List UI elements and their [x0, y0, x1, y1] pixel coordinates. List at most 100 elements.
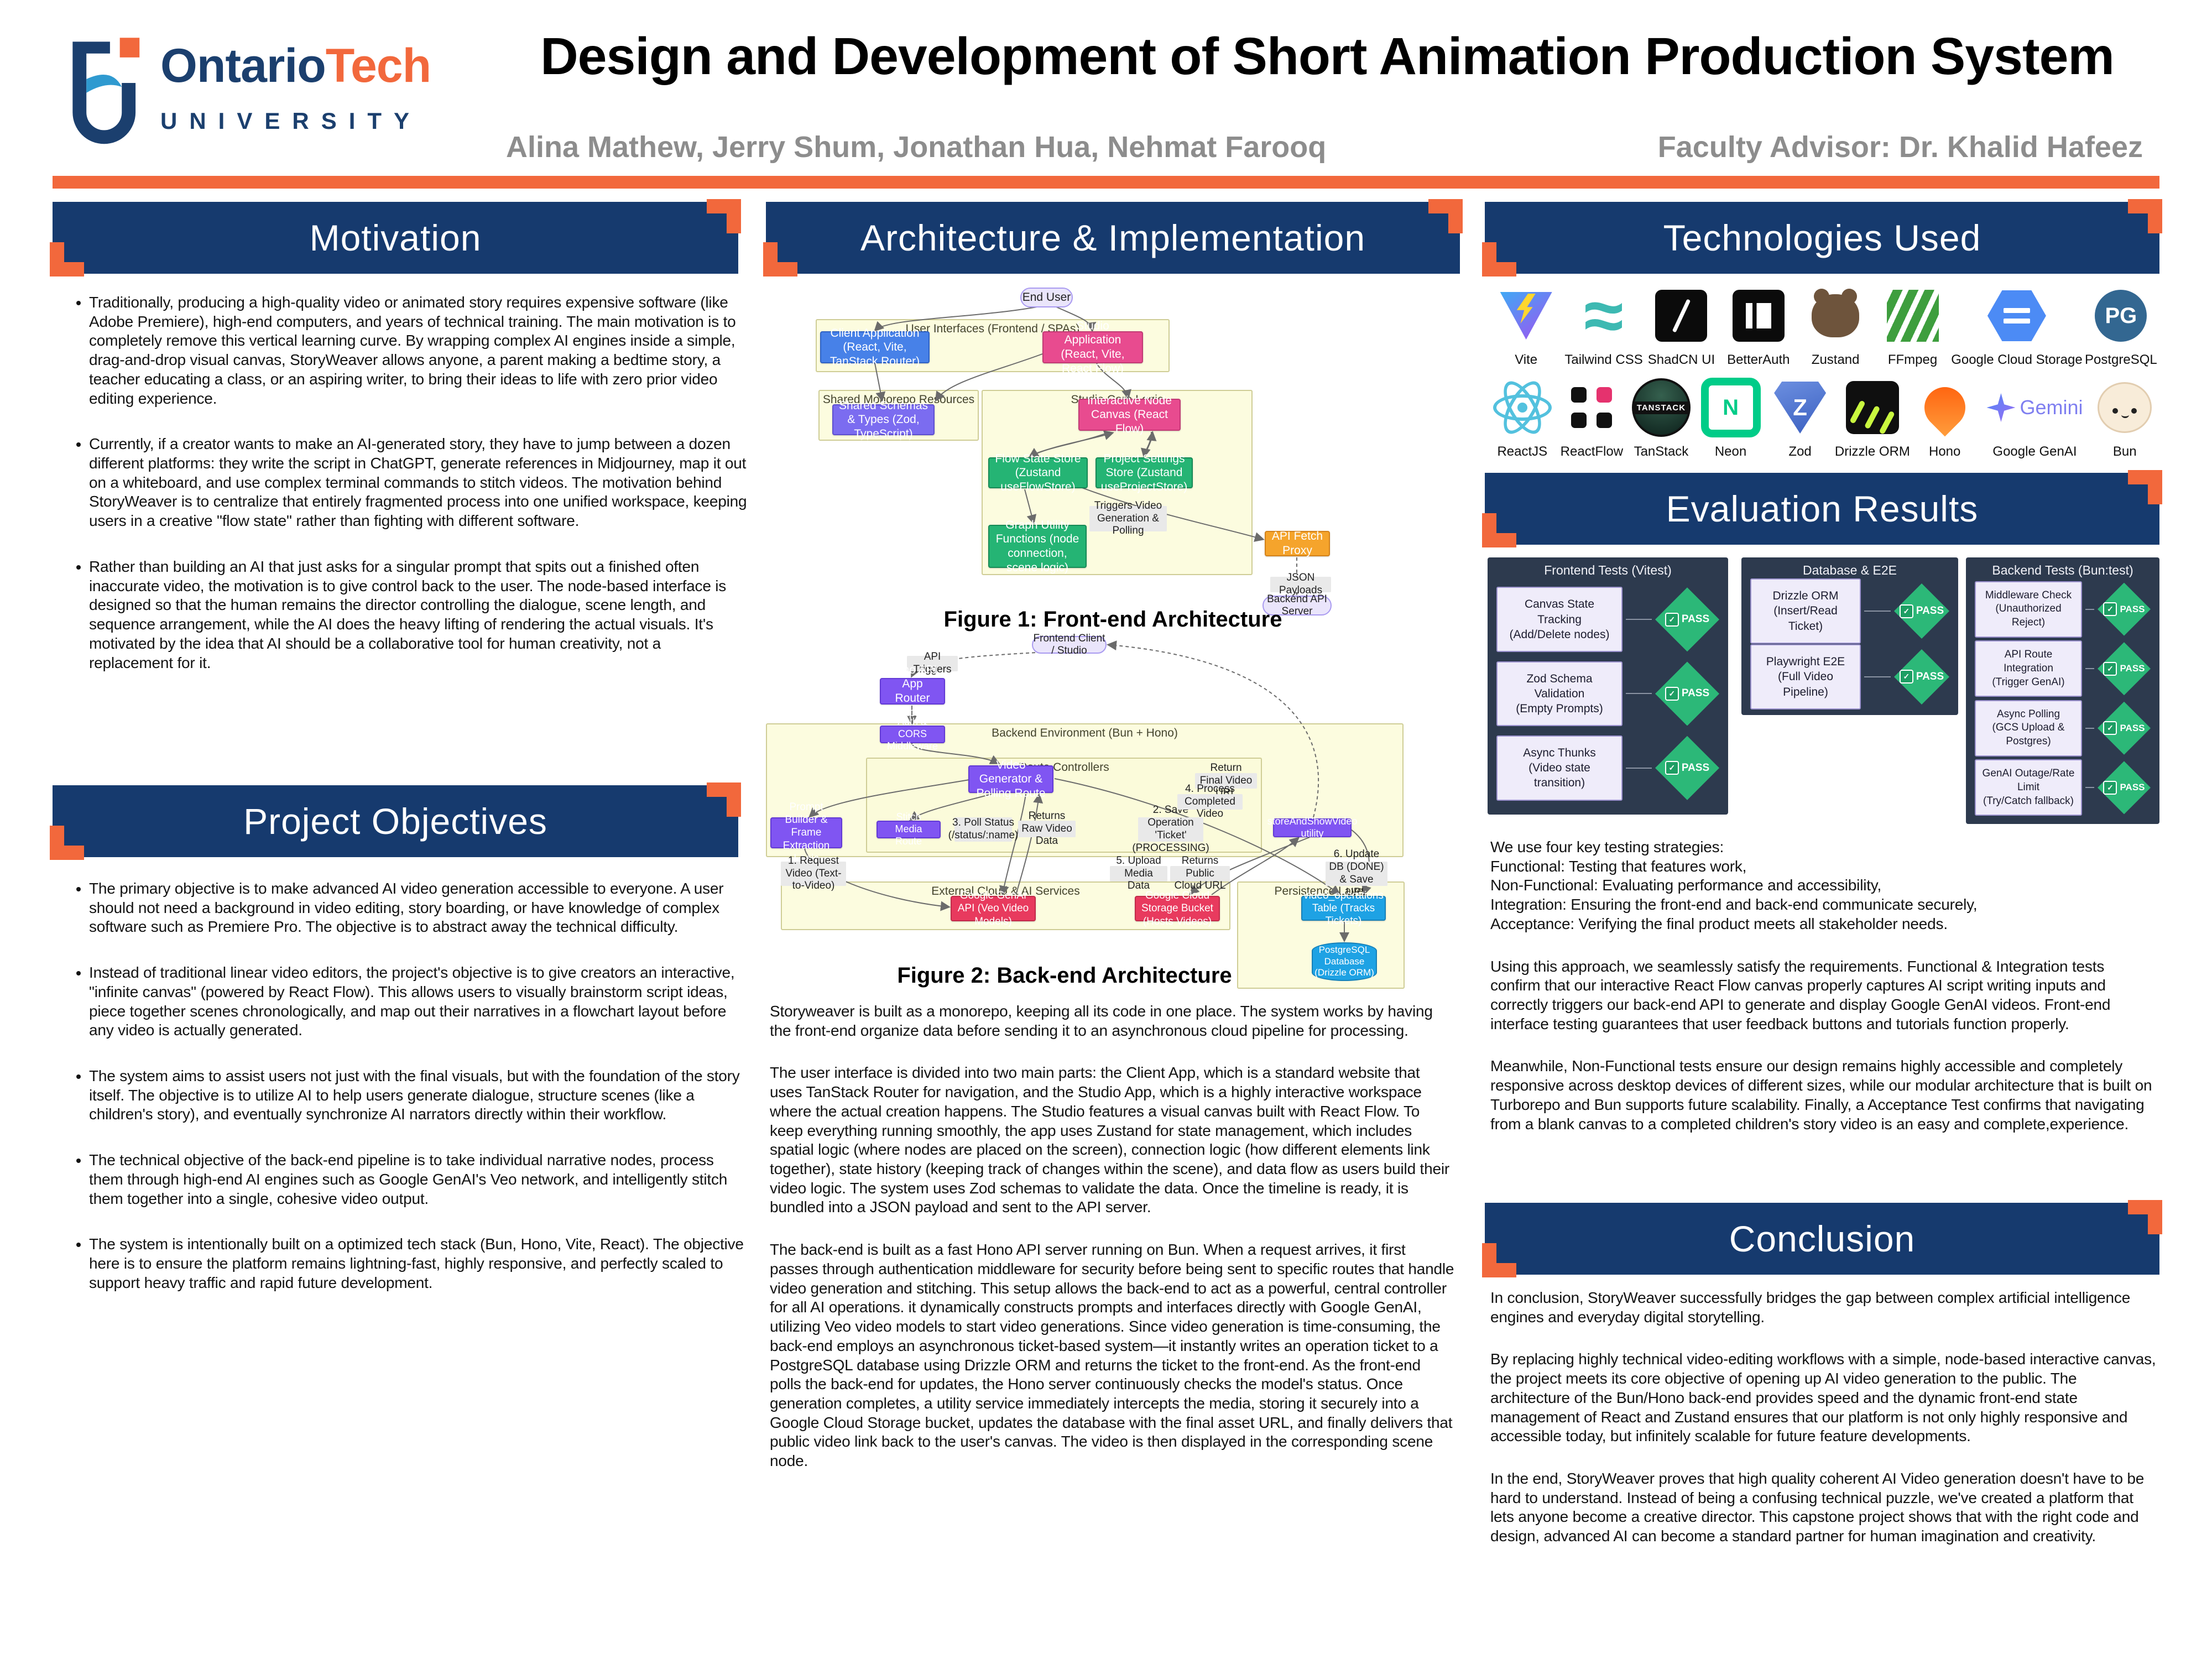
fig2-frontend-client: Frontend Client / Studio	[1032, 633, 1107, 656]
bullet-item: Rather than building an AI that just ask…	[89, 557, 747, 672]
tech-item-shadcn: ShadCN UI	[1643, 285, 1720, 368]
paragraph: In conclusion, StoryWeaver successfully …	[1490, 1289, 2131, 1326]
check-icon: ✓	[2103, 661, 2117, 676]
figure-2-backend-architecture: Backend Environment (Bun + Hono) Route C…	[766, 633, 1460, 992]
paragraph: Meanwhile, Non-Functional tests ensure o…	[1490, 1057, 2152, 1133]
tech-label: ReactFlow	[1560, 444, 1624, 459]
fig2-postgresql: PostgreSQL Database (Drizzle ORM)	[1312, 942, 1377, 981]
pass-badge: ✓ PASS	[2098, 701, 2151, 755]
paragraph: In the end, StoryWeaver proves that high…	[1490, 1470, 2145, 1545]
test-detail: (GCS Upload & Postgres)	[1992, 722, 2065, 748]
check-icon: ✓	[1899, 604, 1913, 618]
architecture-title: Architecture & Implementation	[860, 217, 1366, 258]
fig2-backend-env-label: Backend Environment (Bun + Hono)	[992, 727, 1178, 739]
bullet-item: The technical objective of the back-end …	[89, 1151, 747, 1208]
architecture-header: Architecture & Implementation	[766, 202, 1460, 274]
fig1-shared-schemas: Shared Schemas & Types (Zod, TypeScript)	[832, 399, 935, 440]
tech-item-tailwind: ≈ Tailwind CSS	[1564, 275, 1642, 368]
fig1-backend-api: Backend API Server	[1262, 593, 1332, 617]
fig2-returns-public: Returns Public Cloud URL	[1170, 855, 1230, 891]
test-name: Playwright E2E	[1766, 655, 1845, 669]
eval-panel-database: Database & E2E Drizzle ORM (Insert/Read T…	[1741, 557, 1958, 715]
evaluation-header: Evaluation Results	[1485, 473, 2159, 545]
strategy-line: We use four key testing strategies:	[1490, 838, 1724, 855]
tech-item-postgresql: PostgreSQL	[2083, 285, 2159, 368]
fig2-hono-router: Hono API App Router (/api/*)	[880, 664, 945, 719]
strategy-line: Integration: Ensuring the front-end and …	[1490, 896, 1978, 914]
conclusion-text: In conclusion, StoryWeaver successfully …	[1490, 1288, 2157, 1569]
tanstack-icon: TANSTACK	[1630, 377, 1692, 439]
bun-icon	[2094, 377, 2156, 439]
tech-label: ReactJS	[1497, 444, 1548, 459]
tech-item-gcs: Google Cloud Storage	[1951, 285, 2083, 368]
test-detail: (Add/Delete nodes)	[1509, 628, 1610, 641]
divider-rule	[53, 176, 2159, 189]
tech-label: FFmpeg	[1887, 352, 1938, 367]
hono-flame-icon	[1914, 377, 1976, 439]
strategy-line: Functional: Testing that features work,	[1490, 857, 1747, 875]
fig2-process-completed: 4. Process Completed Video	[1177, 783, 1243, 820]
bullet-item: The system is intentionally built on a o…	[89, 1235, 747, 1292]
tech-item-ffmpeg: FFmpeg	[1874, 285, 1951, 368]
tech-item-reactflow: ReactFlow	[1557, 377, 1627, 460]
test-name: Zod Schema Validation	[1526, 672, 1593, 700]
logo-secondary: Tech	[325, 39, 431, 92]
evaluation-figure: Frontend Tests (Vitest) Canvas State Tra…	[1488, 553, 2159, 830]
fig1-flow-store: Flow State Store (Zustand useFlowStore)	[988, 452, 1088, 493]
faculty-advisor: Faculty Advisor: Dr. Khalid Hafeez	[1657, 131, 2143, 164]
zod-icon	[1769, 377, 1831, 439]
figure-2-caption: Figure 2: Back-end Architecture	[897, 963, 1232, 988]
tech-item-zustand: Zustand	[1797, 285, 1874, 368]
bullet-item: The primary objective is to make advance…	[89, 879, 747, 937]
eval-test-row: Async Thunks (Video state transition) ✓ PAS…	[1496, 735, 1719, 801]
eval-test-row: Playwright E2E (Full Video Pipeline) ✓ PASS	[1750, 644, 1949, 709]
pass-label: PASS	[1681, 613, 1710, 625]
figure-1-caption: Figure 1: Front-end Architecture	[943, 607, 1282, 632]
evaluation-title: Evaluation Results	[1666, 488, 1979, 529]
logo-text: OntarioTech UNIVERSITY	[160, 39, 431, 134]
fig2-video-generator: Video Generator & Polling Route	[968, 759, 1053, 800]
pass-badge: ✓ PASS	[1894, 583, 1949, 639]
pass-label: PASS	[2120, 782, 2145, 793]
tailwind-icon: ≈	[1584, 275, 1624, 356]
paragraph: By replacing highly technical video-edit…	[1490, 1350, 2156, 1445]
eval-test-row: Drizzle ORM (Insert/Read Ticket) ✓ PASS	[1750, 578, 1949, 644]
eval-test-row: Zod Schema Validation (Empty Prompts) ✓ PAS…	[1496, 661, 1719, 727]
pass-label: PASS	[2120, 663, 2145, 674]
eval-panel-backend: Backend Tests (Bun:test) Middleware Chec…	[1966, 557, 2159, 824]
test-name: Middleware Check	[1985, 589, 2072, 601]
pass-label: PASS	[1681, 687, 1710, 700]
test-name: Drizzle ORM	[1772, 589, 1839, 603]
eval-test-row: Async Polling (GCS Upload & Postgres) ✓ PAS…	[1975, 700, 2151, 757]
fig2-request-video: 1. Request Video (Text-to-Video)	[781, 855, 846, 891]
conclusion-title: Conclusion	[1729, 1218, 1916, 1259]
objectives-title: Project Objectives	[243, 801, 547, 842]
fig2-auth-middleware: Auth & CORS Middleware	[880, 716, 945, 752]
tech-label: TanStack	[1634, 444, 1689, 459]
test-detail: (Insert/Read Ticket)	[1773, 604, 1838, 633]
fig1-node-canvas: Interactive Node Canvas (React Flow)	[1078, 394, 1181, 435]
objectives-header: Project Objectives	[53, 785, 738, 857]
ffmpeg-icon	[1882, 285, 1944, 347]
shadcn-icon	[1650, 285, 1712, 347]
evaluation-text: We use four key testing strategies: Func…	[1490, 838, 2157, 1157]
eval-test-row: API Route Integration (Trigger GenAI) ✓ PAS…	[1975, 640, 2151, 697]
tech-item-reactjs: ReactJS	[1488, 375, 1557, 460]
pass-badge: ✓ PASS	[1655, 587, 1719, 652]
tech-item-genai: Gemini Google GenAI	[1979, 377, 2090, 460]
tech-item-hono: Hono	[1910, 377, 1980, 460]
pass-label: PASS	[1916, 670, 1944, 682]
tech-label: Google Cloud Storage	[1951, 352, 2083, 367]
tech-item-vite: Vite	[1488, 285, 1564, 368]
motivation-header: Motivation	[53, 202, 738, 274]
test-name: Async Polling	[1996, 708, 2060, 720]
check-icon: ✓	[2103, 721, 2117, 735]
gemini-wordmark: Gemini	[2020, 396, 2083, 419]
objectives-bullets: The primary objective is to make advance…	[64, 879, 747, 1319]
fig2-gcs-bucket: Google Cloud Storage Bucket (Hosts Video…	[1135, 890, 1220, 927]
tech-label: ShadCN UI	[1647, 352, 1715, 367]
tech-label: Vite	[1515, 352, 1538, 367]
check-icon: ✓	[1665, 761, 1679, 775]
tech-label: Google GenAI	[1992, 444, 2077, 459]
